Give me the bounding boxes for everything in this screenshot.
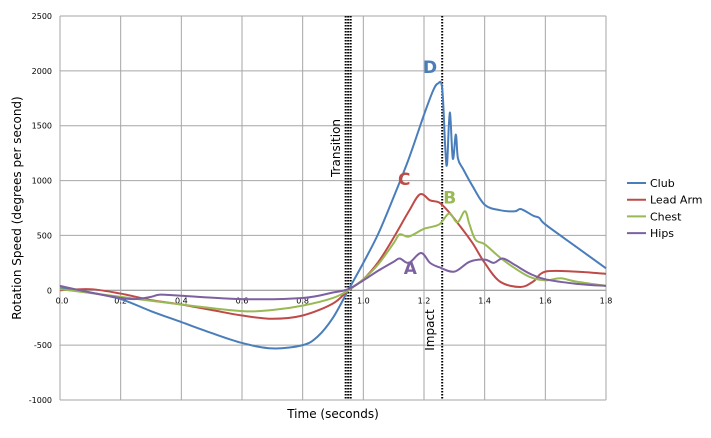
annotation-c: C: [398, 170, 410, 190]
x-tick-label: 1.0: [357, 296, 370, 305]
legend-label: Lead Arm: [650, 194, 703, 207]
annotation-d: D: [423, 58, 437, 78]
legend-label: Chest: [650, 210, 682, 223]
y-tick-label: -1000: [29, 396, 52, 405]
x-tick-label: 0.2: [114, 296, 127, 305]
legend-label: Hips: [650, 227, 674, 240]
y-tick-label: 1500: [32, 122, 52, 131]
y-tick-label: 500: [37, 231, 52, 240]
x-tick-label: 0.8: [296, 296, 309, 305]
series-lines: [59, 80, 607, 350]
x-axis-label: Time (seconds): [286, 407, 379, 421]
y-tick-label: 1000: [32, 177, 52, 186]
y-tick-labels: -1000 -500 0 500 1000 1500 2000 2500: [29, 12, 52, 405]
y-tick-label: 2000: [32, 67, 52, 76]
series-line-club: [59, 80, 607, 350]
vertical-markers: Transition Impact: [329, 16, 444, 400]
legend: Club Lead Arm Chest Hips: [627, 177, 703, 240]
y-tick-label: 2500: [32, 12, 52, 21]
x-tick-label: 0.0: [56, 296, 69, 305]
x-tick-label: 1.4: [478, 296, 491, 305]
x-tick-label: 0.6: [236, 296, 249, 305]
legend-label: Club: [650, 177, 675, 190]
x-tick-labels: 0.0 0.2 0.4 0.6 0.8 1.0 1.2 1.4 1.6 1.8: [56, 296, 613, 305]
x-tick-label: 0.4: [175, 296, 188, 305]
x-tick-label: 1.6: [539, 296, 552, 305]
series-line-hips: [59, 251, 607, 301]
annotation-b: B: [443, 189, 456, 209]
y-tick-label: 0: [47, 286, 52, 295]
annotations: D C B A: [398, 58, 456, 279]
x-tick-label: 1.2: [418, 296, 431, 305]
gridlines: [59, 15, 607, 401]
x-tick-label: 1.8: [600, 296, 613, 305]
y-axis-label: Rotation Speed (degrees per second): [10, 96, 24, 319]
annotation-a: A: [404, 259, 418, 279]
marker-label-transition: Transition: [329, 119, 343, 178]
series-line-chest: [59, 210, 607, 313]
marker-label-impact: Impact: [423, 309, 437, 351]
y-tick-label: -500: [34, 341, 52, 350]
